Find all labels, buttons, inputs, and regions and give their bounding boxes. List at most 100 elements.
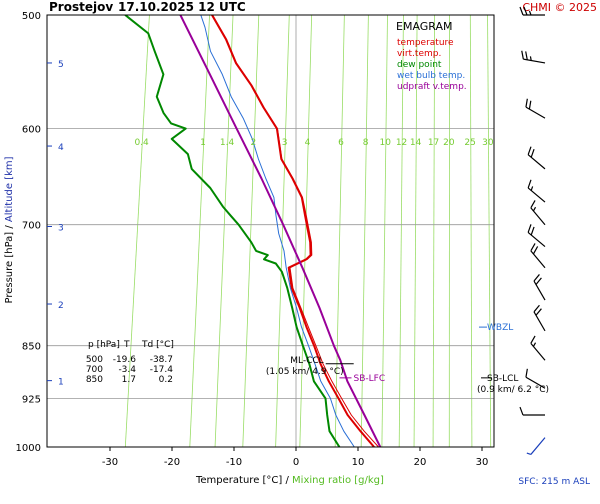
wind-barb — [531, 336, 545, 360]
wind-barb-flag — [531, 149, 534, 157]
wind-barb-half-flag — [533, 207, 535, 211]
wind-barb-flag — [529, 101, 530, 109]
wind-barb-staff — [526, 107, 545, 118]
table-row-t: -19.6 — [113, 355, 137, 365]
wind-barb — [527, 438, 545, 455]
table-header-p: p [hPa] — [88, 340, 120, 350]
pressure-tick-label: 500 — [22, 11, 41, 22]
x-axis-label-sep: / — [282, 475, 292, 486]
wind-barb-half-flag — [533, 343, 535, 347]
wind-barb-flag — [534, 305, 539, 312]
wind-barb-flag — [528, 147, 531, 155]
wind-barb-staff — [528, 155, 545, 169]
y-axis-title: Pressure [hPa] / Altitude [km] — [4, 156, 15, 303]
wind-barb — [520, 407, 545, 415]
sblfc-label: SB-LFC — [354, 374, 386, 384]
temp-tick-label: 20 — [414, 457, 427, 468]
temp-tick-label: -30 — [102, 457, 118, 468]
pressure-tick-label: 700 — [22, 221, 41, 232]
mixing-ratio-label: 10 — [379, 138, 391, 148]
sblcl-label: SB-LCL — [487, 374, 518, 384]
pressure-tick-label: 600 — [22, 125, 41, 136]
mixing-ratio-line — [300, 15, 312, 447]
legend-dew-point: dew point — [397, 60, 442, 70]
wind-barb-flag — [534, 274, 539, 281]
table-row-p: 850 — [86, 375, 103, 385]
mixing-ratio-label: 0.4 — [134, 138, 149, 148]
wind-barb — [526, 99, 545, 118]
wind-barb-staff — [534, 312, 545, 331]
wind-barb-flag — [536, 309, 541, 316]
level-table: p [hPa] T Td [°C] 500 -19.6 -38.7 700 -3… — [86, 340, 174, 385]
altitude-tick-label: 4 — [58, 143, 64, 153]
y-axis-label-altitude: Altitude [km] — [4, 156, 15, 222]
legend-wet-bulb: wet bulb temp. — [397, 71, 465, 81]
mixing-ratio-label: 8 — [363, 138, 369, 148]
wind-barb-half-flag — [530, 56, 531, 60]
temp-tick-label: -10 — [226, 457, 242, 468]
mixing-ratio-label: 1.4 — [220, 138, 235, 148]
wind-barb-flag — [528, 224, 531, 232]
wind-barb-flag — [520, 407, 523, 415]
temp-tick-label: 30 — [476, 457, 489, 468]
table-row-p: 500 — [86, 355, 103, 365]
wind-barb-half-flag — [527, 453, 531, 454]
mixing-ratio-label: 3 — [282, 138, 288, 148]
altitude-tick-label: 5 — [58, 60, 64, 70]
wind-barb-staff — [531, 438, 545, 455]
legend-temperature: temperature — [397, 38, 454, 48]
temp-tick-label: -20 — [164, 457, 180, 468]
wind-barb-flag — [522, 51, 524, 59]
pressure-tick-label: 850 — [22, 342, 41, 353]
wind-barb-flag — [531, 336, 535, 343]
legend-updraft: udpraft v.temp. — [397, 82, 467, 92]
table-row-td: -17.4 — [150, 365, 174, 375]
wind-barb — [534, 274, 545, 300]
wind-barb-flag — [528, 180, 531, 188]
wind-barb-flag — [526, 51, 528, 59]
wind-barb — [528, 180, 545, 202]
pressure-tick-label: 1000 — [16, 443, 41, 454]
x-axis-label-mix: Mixing ratio [g/kg] — [292, 475, 384, 486]
wind-barb-staff — [534, 281, 545, 300]
altitude-tick-label: 2 — [58, 301, 64, 311]
wind-barb-staff — [531, 208, 545, 225]
mixing-ratio-label: 2 — [251, 138, 257, 148]
sblcl-value: (0.9 km/ 6.2 °C) — [477, 385, 549, 395]
wind-barb — [531, 243, 545, 267]
wind-barb-flag — [531, 243, 535, 250]
table-header-t: T — [123, 340, 130, 350]
sounding-datetime: 17.10.2025 12 UTC — [118, 0, 246, 14]
mixing-ratio-label: 4 — [305, 138, 311, 148]
wind-barb-flag — [531, 227, 534, 235]
wind-barb — [522, 51, 545, 63]
mixing-ratio-line — [190, 15, 210, 447]
table-row-td: -38.7 — [150, 355, 173, 365]
wind-barb-flag — [526, 99, 527, 107]
temp-tick-label: 0 — [293, 457, 299, 468]
wind-barb — [528, 147, 545, 169]
wind-barb — [534, 305, 545, 331]
mixing-ratio-label: 20 — [443, 138, 455, 148]
mixing-ratio-label: 12 — [396, 138, 407, 148]
altitude-tick-label: 3 — [58, 223, 64, 233]
wind-barb-staff — [528, 188, 545, 202]
table-row-t: 1.7 — [122, 375, 136, 385]
surface-note: SFC: 215 m ASL — [518, 477, 590, 487]
legend-virt-temp: virt.temp. — [397, 49, 441, 59]
station-name: Prostejov — [49, 0, 113, 14]
wbzl-label: WBZL — [487, 323, 513, 333]
table-row-td: 0.2 — [159, 375, 173, 385]
mixing-ratio-label: 30 — [482, 138, 494, 148]
mixing-ratio-line — [243, 15, 259, 447]
wind-barb-flag — [526, 369, 527, 377]
wind-barb-staff — [528, 232, 545, 246]
mlccl-label: ML-CCL — [290, 356, 323, 366]
x-axis-label-temp: Temperature [°C] — [195, 475, 282, 486]
mixing-ratio-label: 6 — [338, 138, 344, 148]
table-row-t: -3.4 — [118, 365, 136, 375]
series-line-temperature — [212, 15, 374, 447]
legend-title: EMAGRAM — [396, 20, 453, 33]
credit-label: CHMI © 2025 — [522, 1, 597, 14]
